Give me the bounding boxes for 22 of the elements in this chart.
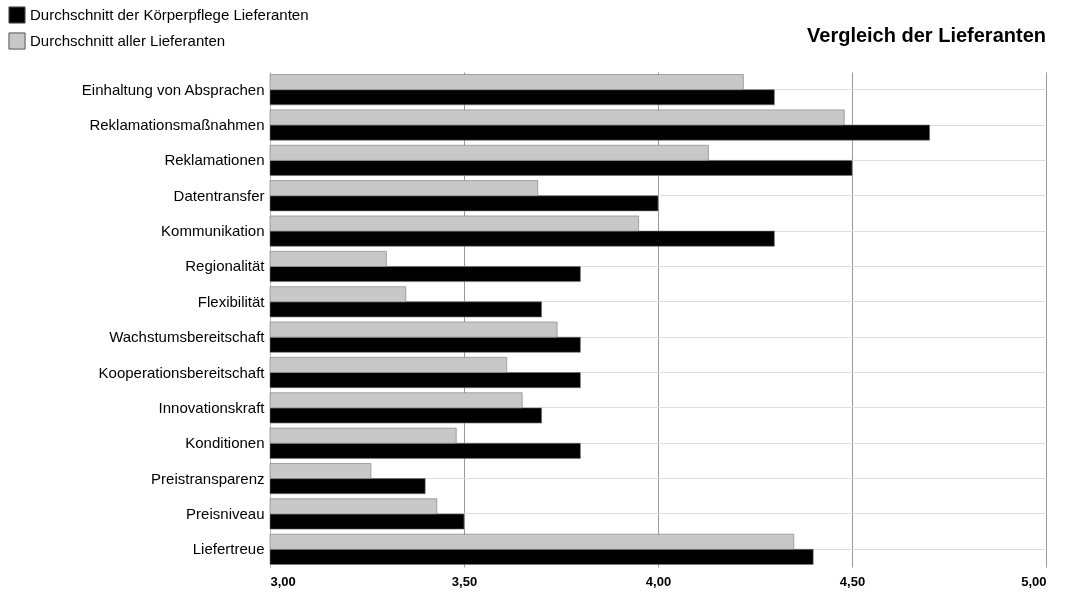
y-tick-label: Konditionen — [185, 434, 265, 452]
x-tick-label: 3,00 — [270, 573, 296, 589]
y-tick-label: Reklamationen — [164, 151, 265, 169]
x-tick-label: 4,00 — [645, 573, 672, 589]
x-tick-label: 3,50 — [451, 573, 478, 589]
y-tick-label: Regionalität — [185, 257, 266, 275]
y-tick-label: Preistransparenz — [151, 469, 265, 487]
y-tick-label: Einhaltung von Absprachen — [81, 80, 265, 98]
chart-title: Vergleich der Lieferanten — [807, 24, 1046, 46]
legend-label: Durchschnitt der Körperpflege Lieferanten — [30, 6, 309, 23]
y-tick-label: Wachstumsbereitschaft — [109, 328, 266, 346]
x-tick-label: 4,50 — [839, 573, 866, 589]
y-tick-label: Preisniveau — [186, 504, 265, 522]
y-tick-label: Kooperationsbereitschaft — [98, 363, 266, 381]
legend-label: Durchschnitt aller Lieferanten — [30, 32, 226, 49]
y-tick-label: Liefertreue — [192, 540, 265, 558]
y-tick-label: Innovationskraft — [158, 398, 266, 416]
y-tick-label: Datentransfer — [173, 186, 265, 204]
x-tick-label: 5,00 — [1021, 573, 1047, 589]
y-tick-label: Kommunikation — [161, 222, 265, 240]
y-tick-label: Flexibilität — [197, 292, 266, 310]
y-tick-label: Reklamationsmaßnahmen — [89, 116, 265, 134]
